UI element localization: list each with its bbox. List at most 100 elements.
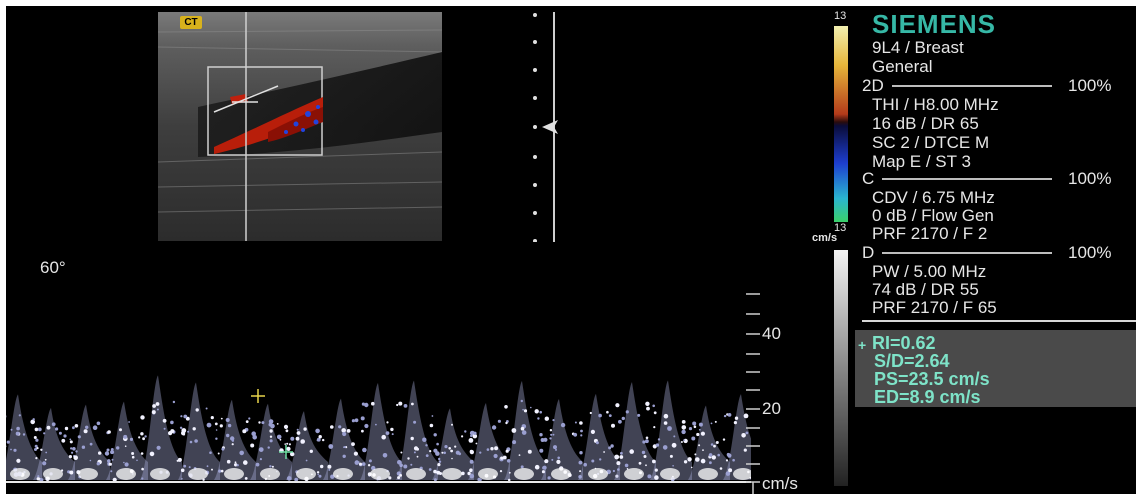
velocity-unit-label: cm/s bbox=[762, 474, 798, 493]
spectral-speckle bbox=[469, 468, 473, 472]
spectral-speckle bbox=[698, 422, 703, 427]
spectral-speckle bbox=[743, 413, 749, 419]
spectral-speckle bbox=[469, 473, 475, 479]
spectral-speckle bbox=[732, 458, 735, 462]
spectral-speckle bbox=[342, 454, 346, 458]
spectral-speckle bbox=[51, 422, 56, 427]
section-d-divider bbox=[882, 252, 1052, 254]
spectral-speckle bbox=[112, 477, 117, 482]
spectral-speckle bbox=[358, 461, 360, 463]
spectral-speckle bbox=[687, 457, 692, 462]
spectral-speckle bbox=[209, 451, 212, 454]
spectral-speckle bbox=[599, 458, 602, 461]
spectral-bright bbox=[660, 468, 680, 480]
spectral-speckle bbox=[15, 431, 20, 436]
spectral-peak bbox=[178, 382, 220, 480]
spectral-speckle bbox=[220, 469, 224, 473]
spectral-speckle bbox=[71, 451, 74, 454]
spectral-speckle bbox=[83, 429, 88, 434]
spectral-speckle bbox=[138, 436, 141, 439]
spectral-speckle bbox=[464, 430, 467, 433]
spectral-speckle bbox=[305, 459, 308, 462]
spectral-speckle bbox=[698, 444, 701, 447]
spectral-peak bbox=[614, 382, 656, 480]
spectral-speckle bbox=[413, 451, 416, 454]
spectral-peak bbox=[323, 398, 365, 480]
spectral-speckle bbox=[429, 450, 432, 453]
spectral-speckle bbox=[542, 466, 546, 470]
spectral-speckle bbox=[672, 465, 674, 467]
spectral-speckle bbox=[290, 436, 295, 441]
spectral-speckle bbox=[268, 422, 273, 427]
spectral-peak bbox=[432, 408, 474, 480]
spectral-speckle bbox=[734, 416, 739, 420]
spectral-speckle bbox=[244, 477, 248, 480]
spectral-speckle bbox=[13, 448, 17, 452]
spectral-speckle bbox=[574, 421, 577, 424]
spectral-speckle bbox=[18, 414, 21, 417]
spectral-speckle bbox=[709, 461, 712, 465]
spectral-speckle bbox=[261, 421, 265, 425]
spectral-speckle bbox=[183, 464, 187, 468]
spectral-speckle bbox=[579, 470, 582, 473]
spectral-speckle bbox=[473, 431, 477, 435]
spectral-speckle bbox=[37, 475, 40, 478]
spectral-speckle bbox=[206, 465, 209, 468]
spectral-speckle bbox=[111, 458, 114, 461]
spectral-peak bbox=[468, 402, 510, 480]
scale-top-label: 13 bbox=[834, 10, 847, 22]
spectral-speckle bbox=[286, 442, 289, 445]
spectral-speckle bbox=[433, 469, 437, 474]
spectral-speckle bbox=[172, 400, 176, 404]
spectral-speckle bbox=[362, 447, 367, 453]
spectral-speckle bbox=[454, 445, 457, 448]
spectral-speckle bbox=[741, 433, 746, 438]
measure-ri: RI=0.62 bbox=[872, 333, 936, 353]
spectral-speckle bbox=[433, 478, 437, 482]
spectral-speckle bbox=[73, 455, 78, 460]
ed-caliper-icon bbox=[279, 445, 293, 459]
spectral-speckle bbox=[681, 429, 686, 435]
spectral-bright bbox=[296, 468, 316, 480]
spectral-speckle bbox=[745, 431, 749, 435]
spectral-speckle bbox=[505, 421, 508, 425]
spectral-speckle bbox=[64, 426, 69, 431]
spectral-speckle bbox=[506, 459, 511, 463]
spectral-speckle bbox=[124, 445, 127, 447]
spectral-speckle bbox=[436, 442, 439, 446]
spectral-speckle bbox=[140, 432, 144, 436]
spectral-speckle bbox=[156, 445, 161, 450]
spectral-speckle bbox=[74, 424, 79, 428]
spectral-speckle bbox=[683, 460, 688, 464]
spectral-speckle bbox=[522, 408, 524, 411]
spectral-speckle bbox=[32, 418, 35, 421]
spectral-speckle bbox=[422, 438, 427, 442]
spectral-speckle bbox=[131, 455, 135, 459]
spectral-speckle bbox=[140, 452, 144, 455]
spectral-speckle bbox=[250, 443, 255, 448]
spectral-speckle bbox=[523, 409, 528, 413]
scale-unit-label: cm/s bbox=[812, 232, 838, 244]
ultrasound-screen: CT 13 13 cm/s SIEMENS 9L4 / Breast Gener… bbox=[6, 6, 1136, 494]
spectral-speckle bbox=[493, 453, 498, 459]
spectral-speckle bbox=[654, 475, 659, 480]
spectral-speckle bbox=[708, 453, 713, 457]
spectral-speckle bbox=[573, 432, 578, 437]
spectral-speckle bbox=[580, 434, 583, 437]
spectral-speckle bbox=[360, 416, 365, 421]
spectral-speckle bbox=[156, 408, 159, 411]
spectral-speckle bbox=[205, 407, 208, 410]
spectral-speckle bbox=[638, 461, 642, 465]
section-c-line: PRF 2170 / F 2 bbox=[872, 224, 988, 243]
section-d-label: D bbox=[862, 243, 875, 262]
spectral-speckle bbox=[219, 424, 223, 428]
spectral-speckle bbox=[328, 444, 334, 449]
spectral-speckle bbox=[189, 440, 193, 444]
spectral-speckle bbox=[72, 426, 75, 430]
spectral-speckle bbox=[580, 429, 583, 433]
spectral-speckle bbox=[258, 447, 264, 452]
spectral-speckle bbox=[428, 468, 432, 471]
spectral-speckle bbox=[549, 437, 552, 440]
spectral-speckle bbox=[351, 419, 355, 423]
spectral-speckle bbox=[195, 408, 199, 412]
